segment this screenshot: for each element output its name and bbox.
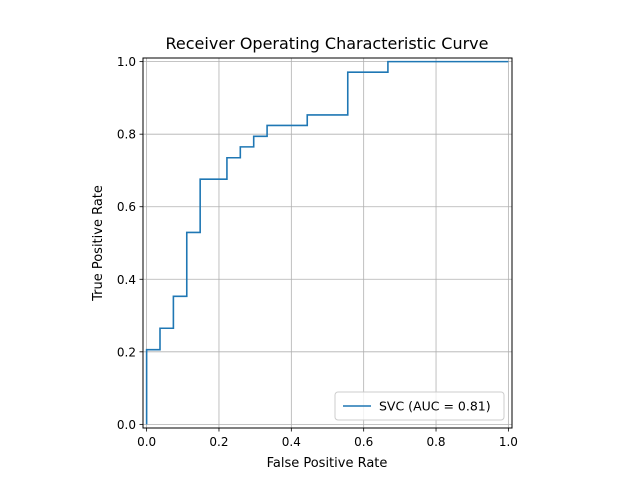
x-tick-label: 0.4 <box>282 435 301 449</box>
chart-title: Receiver Operating Characteristic Curve <box>166 34 489 53</box>
axis-ticks: 0.0 0.2 0.4 0.6 0.8 1.0 0.0 0.2 0.4 0.6 0.8 1.0 <box>117 55 518 449</box>
roc-curve-line <box>145 60 509 425</box>
x-tick-label: 0.2 <box>209 435 228 449</box>
y-tick-label: 0.0 <box>117 418 136 432</box>
x-axis-label: False Positive Rate <box>267 456 388 471</box>
x-tick-label: 0.6 <box>354 435 373 449</box>
x-tick-label: 0.8 <box>426 435 445 449</box>
axes-frame <box>142 57 513 429</box>
y-tick-label: 0.4 <box>117 273 136 287</box>
y-axis-label: True Positive Rate <box>91 185 106 302</box>
y-tick-label: 1.0 <box>117 55 136 69</box>
legend-box <box>334 391 505 421</box>
grid-lines <box>143 58 512 428</box>
y-tick-label: 0.8 <box>117 128 136 142</box>
legend: SVC (AUC = 0.81) <box>334 391 505 421</box>
x-tick-label: 0.0 <box>137 435 156 449</box>
y-tick-label: 0.2 <box>117 345 136 359</box>
y-tick-label: 0.6 <box>117 200 136 214</box>
legend-label: SVC (AUC = 0.81) <box>379 399 491 414</box>
plot-series <box>145 60 509 425</box>
x-tick-label: 1.0 <box>499 435 518 449</box>
